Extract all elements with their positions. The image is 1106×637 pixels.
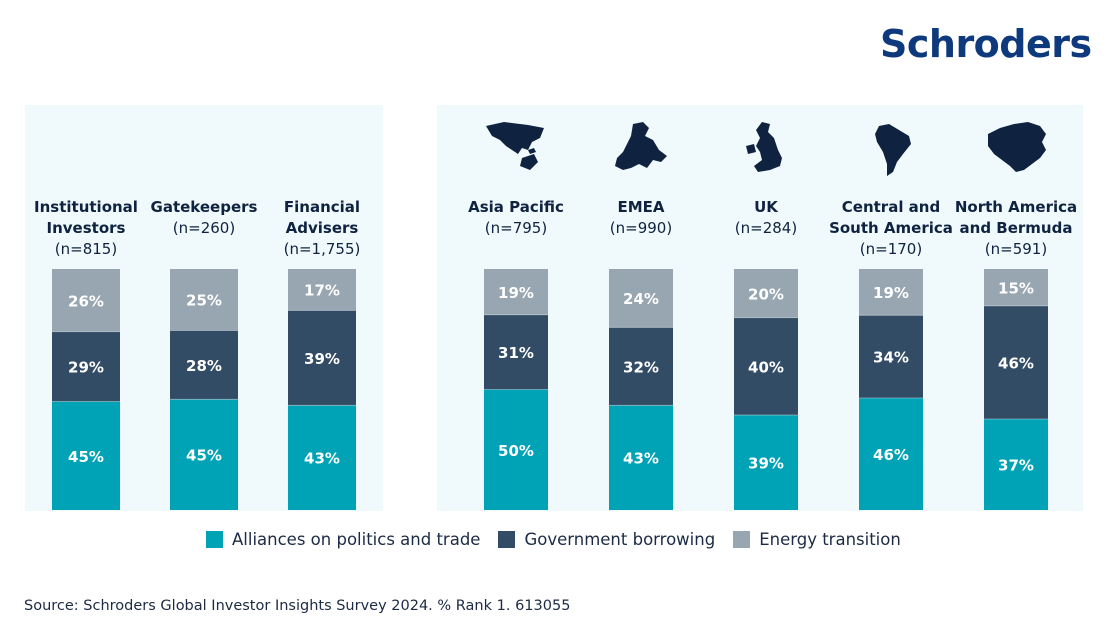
category-title: South America bbox=[829, 219, 953, 237]
category-title: Central and bbox=[842, 198, 940, 216]
data-label: 39% bbox=[748, 455, 784, 473]
data-label: 34% bbox=[873, 349, 909, 367]
legend-swatch-energy bbox=[733, 531, 751, 548]
bar-segment-energy bbox=[859, 269, 923, 316]
category-sample-size: (n=815) bbox=[55, 240, 117, 258]
data-label: 26% bbox=[68, 292, 104, 310]
legend-label: Energy transition bbox=[759, 530, 901, 549]
category-labels: Institutional Investors (n=815) Gatekeepers… bbox=[34, 198, 1077, 258]
data-label: 40% bbox=[748, 358, 784, 376]
region-icons bbox=[486, 122, 1046, 176]
bar-segment-borrowing bbox=[170, 330, 238, 400]
data-label: 37% bbox=[998, 457, 1034, 475]
south-america-map-icon bbox=[875, 124, 911, 176]
europe-map-icon bbox=[615, 122, 667, 170]
data-label: 46% bbox=[873, 446, 909, 464]
legend: Alliances on politics and trade Governme… bbox=[206, 530, 919, 549]
bar-segment-energy bbox=[984, 269, 1048, 306]
legend-item-borrowing: Government borrowing bbox=[498, 530, 715, 549]
data-label: 31% bbox=[498, 344, 534, 362]
bar-segment-energy bbox=[609, 269, 673, 328]
bar-segment-borrowing bbox=[288, 310, 356, 406]
bar-segment-borrowing bbox=[609, 327, 673, 406]
category-sample-size: (n=170) bbox=[860, 240, 922, 258]
data-label: 43% bbox=[304, 450, 340, 468]
north-america-map-icon bbox=[988, 122, 1046, 172]
data-label: 29% bbox=[68, 359, 104, 377]
category-title: Institutional bbox=[34, 198, 138, 216]
bar-segment-borrowing bbox=[859, 315, 923, 399]
category-sample-size: (n=990) bbox=[610, 219, 672, 237]
bars: 45% 29% 26% 45% 28% 25% 43% 39% 17% 50% 31% 19% 43% 3… bbox=[52, 269, 1048, 510]
category-sample-size: (n=795) bbox=[485, 219, 547, 237]
bar-segment-alliances bbox=[734, 415, 798, 510]
legend-swatch-alliances bbox=[206, 531, 223, 548]
bar-segment-alliances bbox=[859, 398, 923, 510]
data-label: 45% bbox=[68, 448, 104, 466]
bar-segment-alliances bbox=[484, 389, 548, 510]
bar-segment-borrowing bbox=[52, 331, 120, 402]
legend-item-alliances: Alliances on politics and trade bbox=[206, 530, 480, 549]
bar-segment-borrowing bbox=[734, 317, 798, 416]
data-label: 28% bbox=[186, 357, 222, 375]
category-sample-size: (n=260) bbox=[173, 219, 235, 237]
bar-segment-energy bbox=[170, 269, 238, 331]
category-sample-size: (n=591) bbox=[985, 240, 1047, 258]
data-label: 46% bbox=[998, 354, 1034, 372]
bar-segment-alliances bbox=[170, 399, 238, 510]
bar-segment-energy bbox=[484, 269, 548, 315]
data-label: 43% bbox=[623, 450, 659, 468]
data-label: 39% bbox=[304, 350, 340, 368]
category-title: Advisers bbox=[286, 219, 359, 237]
bar-segment-alliances bbox=[609, 405, 673, 510]
legend-label: Government borrowing bbox=[524, 530, 716, 549]
data-label: 20% bbox=[748, 285, 784, 303]
source-note: Source: Schroders Global Investor Insigh… bbox=[24, 598, 571, 614]
uk-map-icon bbox=[746, 122, 782, 172]
category-title: North America bbox=[955, 198, 1077, 216]
data-label: 24% bbox=[623, 290, 659, 308]
category-title: Financial bbox=[284, 198, 360, 216]
data-label: 32% bbox=[623, 358, 659, 376]
bar-segment-alliances bbox=[52, 401, 120, 510]
legend-item-energy: Energy transition bbox=[733, 530, 901, 549]
data-label: 25% bbox=[186, 292, 222, 310]
bar-segment-energy bbox=[288, 269, 356, 311]
category-title: and Bermuda bbox=[960, 219, 1073, 237]
category-title: Investors bbox=[47, 219, 126, 237]
category-sample-size: (n=284) bbox=[735, 219, 797, 237]
bar-segment-borrowing bbox=[484, 314, 548, 390]
legend-label: Alliances on politics and trade bbox=[232, 530, 481, 549]
category-title: EMEA bbox=[617, 198, 664, 216]
schroders-logo: Schroders bbox=[880, 22, 1092, 66]
category-title: UK bbox=[754, 198, 779, 216]
data-label: 45% bbox=[186, 447, 222, 465]
category-sample-size: (n=1,755) bbox=[284, 240, 361, 258]
bar-segment-alliances bbox=[288, 405, 356, 510]
category-title: Gatekeepers bbox=[151, 198, 258, 216]
bar-segment-alliances bbox=[984, 419, 1048, 510]
data-label: 50% bbox=[498, 442, 534, 460]
asia-pacific-map-icon bbox=[486, 122, 544, 170]
data-label: 17% bbox=[304, 282, 340, 300]
category-title: Asia Pacific bbox=[468, 198, 564, 216]
data-label: 19% bbox=[873, 284, 909, 302]
bar-segment-energy bbox=[734, 269, 798, 318]
bar-segment-borrowing bbox=[984, 305, 1048, 420]
data-label: 19% bbox=[498, 284, 534, 302]
legend-swatch-borrowing bbox=[498, 531, 516, 548]
bar-segment-energy bbox=[52, 269, 120, 332]
data-label: 15% bbox=[998, 279, 1034, 297]
